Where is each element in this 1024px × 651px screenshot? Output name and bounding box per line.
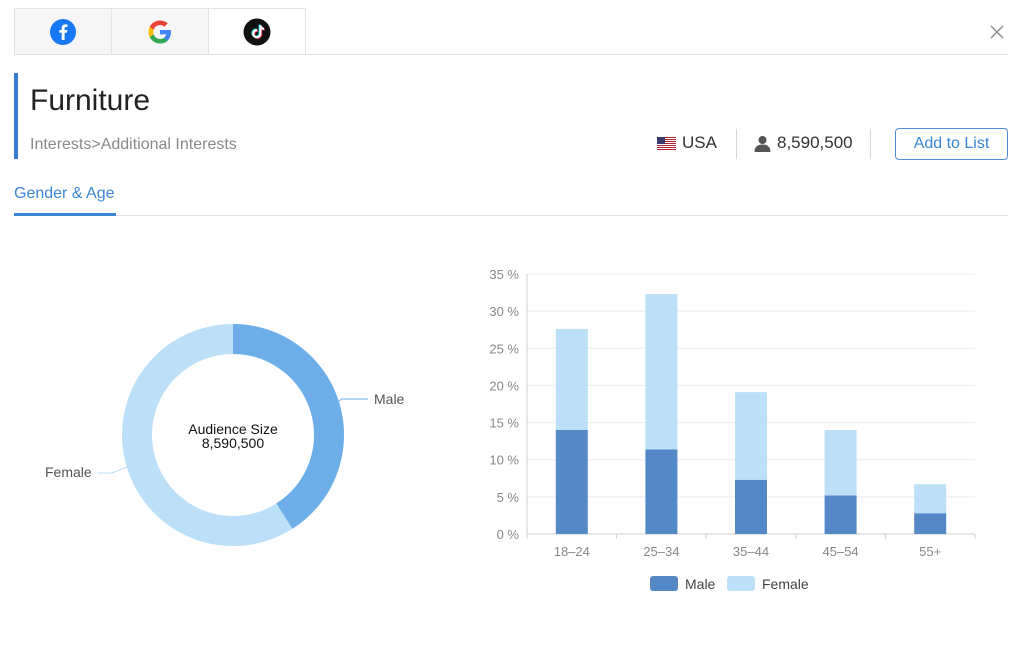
- bar-male-1[interactable]: [645, 449, 678, 534]
- tab-facebook[interactable]: [14, 8, 112, 54]
- page-title: Furniture: [30, 84, 151, 117]
- y-tick-label: 10 %: [489, 453, 519, 468]
- y-tick-label: 20 %: [489, 378, 519, 393]
- x-tick-label: 25–34: [643, 544, 679, 559]
- bar-male-2[interactable]: [735, 479, 767, 534]
- bar-female-3[interactable]: [824, 430, 857, 496]
- bar-female-0[interactable]: [555, 328, 588, 430]
- header-divider: [736, 129, 737, 159]
- tiktok-icon: [243, 18, 271, 46]
- audience-count: 8,590,500: [754, 133, 853, 153]
- bar-female-2[interactable]: [735, 392, 767, 480]
- male-label: Male: [374, 391, 405, 407]
- bar-male-3[interactable]: [824, 495, 857, 534]
- tabs-divider: [14, 54, 1008, 55]
- user-icon: [754, 135, 771, 152]
- audience-donut-chart: Audience Size 8,590,500 Male Female: [45, 324, 405, 546]
- gender-age-bar-chart: 0 % 5 % 10 % 15 % 20 % 25 % 30 % 35 % 18–24 25–3…: [489, 267, 976, 592]
- legend-swatch-male[interactable]: [650, 576, 678, 591]
- close-button[interactable]: [988, 23, 1006, 41]
- female-label-line: [97, 466, 128, 474]
- header-divider: [870, 129, 871, 159]
- tab-tiktok[interactable]: [208, 8, 306, 55]
- tab-google[interactable]: [111, 8, 209, 54]
- country-label: USA: [682, 133, 717, 152]
- y-tick-label: 0 %: [497, 527, 520, 542]
- bar-female-1[interactable]: [645, 294, 678, 450]
- x-tick-label: 35–44: [733, 544, 769, 559]
- x-tick-label: 55+: [919, 544, 941, 559]
- close-icon: [990, 25, 1004, 39]
- donut-center-title: Audience Size: [188, 421, 278, 437]
- y-tick-label: 35 %: [489, 267, 519, 282]
- us-flag-icon: [657, 136, 676, 150]
- donut-male-segment: [232, 324, 344, 529]
- add-to-list-button[interactable]: Add to List: [895, 128, 1008, 160]
- y-tick-label: 15 %: [489, 416, 519, 431]
- legend-label-male[interactable]: Male: [685, 576, 716, 592]
- y-tick-label: 5 %: [497, 490, 520, 505]
- facebook-icon: [50, 18, 76, 45]
- x-tick-label: 18–24: [554, 544, 590, 559]
- bar-female-4[interactable]: [914, 484, 947, 514]
- y-tick-label: 25 %: [489, 341, 519, 356]
- male-label-line: [329, 398, 368, 408]
- bar-male-4[interactable]: [914, 513, 947, 534]
- platform-tabs: [14, 8, 306, 55]
- female-label: Female: [45, 464, 92, 480]
- donut-center-value: 8,590,500: [202, 435, 264, 451]
- y-tick-label: 30 %: [489, 304, 519, 319]
- x-tick-label: 45–54: [823, 544, 859, 559]
- breadcrumb: Interests>Additional Interests: [30, 136, 237, 153]
- country-indicator: USA: [657, 133, 717, 153]
- audience-value: 8,590,500: [777, 133, 853, 152]
- title-accent-bar: [14, 73, 18, 159]
- active-tab-indicator: [14, 213, 116, 216]
- google-icon: [148, 20, 171, 43]
- bar-male-0[interactable]: [555, 430, 588, 534]
- subtab-divider: [14, 215, 1008, 216]
- legend-label-female[interactable]: Female: [762, 576, 809, 592]
- legend-swatch-female[interactable]: [727, 576, 755, 591]
- tab-gender-age[interactable]: Gender & Age: [14, 185, 115, 202]
